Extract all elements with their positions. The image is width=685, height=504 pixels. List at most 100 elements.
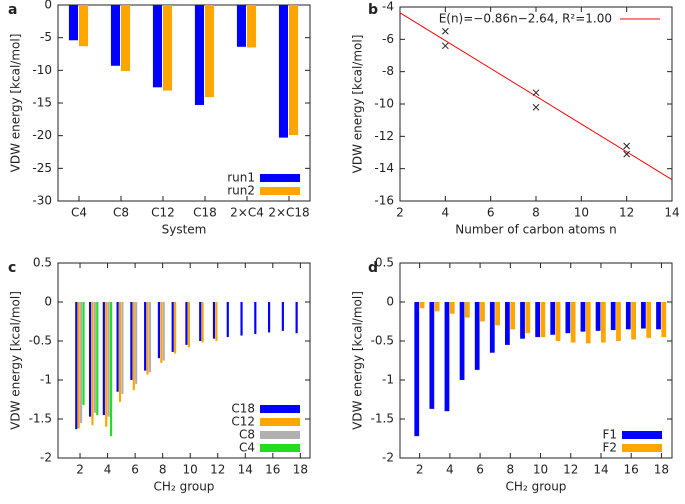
bar: [199, 302, 202, 341]
fit-line: [399, 12, 673, 181]
y-tick-label: -10: [32, 63, 52, 77]
x-tick-label: 8: [532, 206, 540, 220]
y-tick-label: -8: [382, 64, 394, 78]
bar: [570, 302, 576, 343]
legend-label: C18: [231, 402, 255, 416]
bar: [610, 302, 616, 331]
bar: [631, 302, 636, 340]
bar: [480, 302, 485, 322]
x-tick-label: 6: [131, 463, 139, 477]
point: [623, 150, 631, 158]
bar: [444, 302, 450, 412]
x-tick-label: 2: [416, 463, 424, 477]
bar: [289, 5, 299, 136]
bar: [157, 302, 161, 359]
legend-label: C12: [231, 415, 255, 429]
bar: [109, 302, 113, 437]
bar: [459, 302, 465, 380]
bar: [281, 302, 284, 331]
bar: [77, 302, 80, 429]
bar: [205, 5, 215, 98]
y-tick-label: 0: [44, 295, 52, 309]
bar: [535, 302, 541, 338]
bar: [254, 302, 257, 334]
bar: [121, 5, 131, 71]
bar: [434, 302, 440, 312]
bar: [414, 302, 420, 437]
legend-label: E(n)=−0.86n−2.64, R²=1.00: [439, 12, 612, 26]
x-tick-label: 2×C18: [268, 206, 309, 220]
x-tick-label: 8: [506, 463, 514, 477]
x-tick-label: 12: [619, 206, 634, 220]
point: [441, 42, 449, 50]
y-tick-label: -6: [382, 32, 394, 46]
bar: [240, 302, 243, 336]
legend-label: run1: [227, 171, 255, 185]
point: [623, 142, 631, 150]
bar: [236, 5, 246, 47]
bar: [212, 302, 216, 339]
y-tick-label: 0.5: [375, 256, 394, 270]
x-axis-label: System: [162, 223, 207, 237]
bar: [201, 302, 204, 343]
bar: [510, 302, 516, 330]
panel-label: c: [8, 260, 16, 276]
x-tick-label: 10: [183, 463, 198, 477]
bar: [116, 302, 119, 392]
x-tick-label: C4: [71, 206, 87, 220]
legend-swatch: [260, 418, 300, 426]
x-tick-label: 18: [654, 463, 669, 477]
bar: [82, 302, 85, 405]
y-tick-label: -2: [382, 451, 394, 465]
bar: [187, 302, 190, 348]
bar: [174, 302, 177, 354]
plot-frame: [399, 6, 673, 202]
bar: [525, 302, 531, 334]
x-tick-label: 2: [76, 463, 84, 477]
x-tick-label: 2: [396, 206, 404, 220]
plot-frame: [399, 262, 673, 459]
x-tick-label: 12: [210, 463, 225, 477]
bar: [107, 302, 110, 417]
bar: [656, 302, 661, 330]
y-tick-label: -14: [374, 161, 394, 175]
x-axis-label: CH₂ group: [506, 480, 567, 494]
bar: [419, 302, 425, 309]
x-tick-label: 14: [238, 463, 253, 477]
bar: [505, 302, 510, 345]
x-tick-label: 14: [593, 463, 608, 477]
x-axis-label: CH₂ group: [154, 480, 215, 494]
bar: [160, 302, 163, 363]
bar: [96, 302, 99, 416]
x-tick-label: 4: [446, 463, 454, 477]
bar: [110, 5, 120, 66]
y-tick-label: 0.5: [33, 256, 52, 270]
x-tick-label: 18: [293, 463, 308, 477]
bar: [75, 302, 78, 430]
x-tick-label: 10: [533, 463, 548, 477]
bar: [118, 302, 122, 402]
y-tick-label: 0: [44, 0, 52, 12]
bar: [565, 302, 571, 334]
panel: b -4 -6 -8 -10 -12 -14 -16 VDW energy [kcal/mol]…: [351, 0, 680, 237]
x-tick-label: 12: [563, 463, 578, 477]
bar: [80, 302, 83, 423]
y-axis-label: VDW energy [kcal/mol]: [9, 34, 23, 173]
legend-label: F2: [602, 441, 617, 455]
point: [441, 27, 449, 35]
panel-label: b: [368, 2, 378, 18]
y-tick-label: -4: [382, 0, 394, 14]
bar: [641, 302, 646, 329]
bar: [295, 302, 298, 334]
y-axis-label: VDW energy [kcal/mol]: [351, 35, 365, 174]
legend-swatch: [260, 431, 300, 439]
bar: [144, 302, 147, 371]
y-tick-label: -25: [32, 161, 52, 175]
bar: [555, 302, 561, 341]
bar: [121, 302, 124, 395]
y-tick-label: -0.5: [29, 334, 52, 348]
legend-label: F1: [602, 428, 617, 442]
y-tick-label: -5: [40, 30, 52, 44]
legend-swatch: [260, 405, 300, 413]
bar: [429, 302, 435, 409]
